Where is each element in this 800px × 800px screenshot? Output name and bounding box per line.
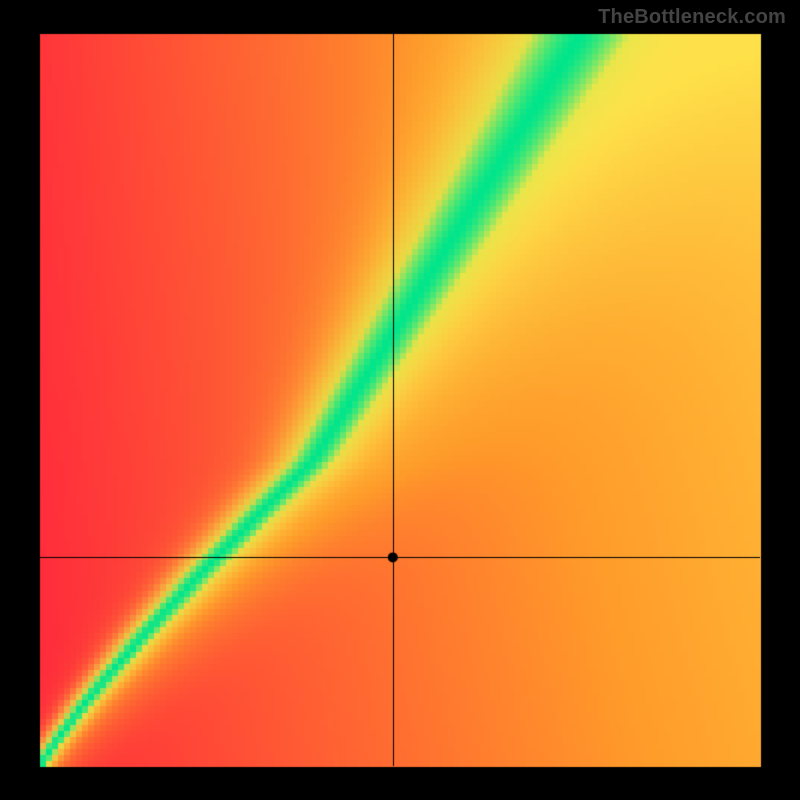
chart-container: TheBottleneck.com bbox=[0, 0, 800, 800]
bottleneck-heatmap bbox=[0, 0, 800, 800]
watermark-text: TheBottleneck.com bbox=[598, 6, 786, 29]
